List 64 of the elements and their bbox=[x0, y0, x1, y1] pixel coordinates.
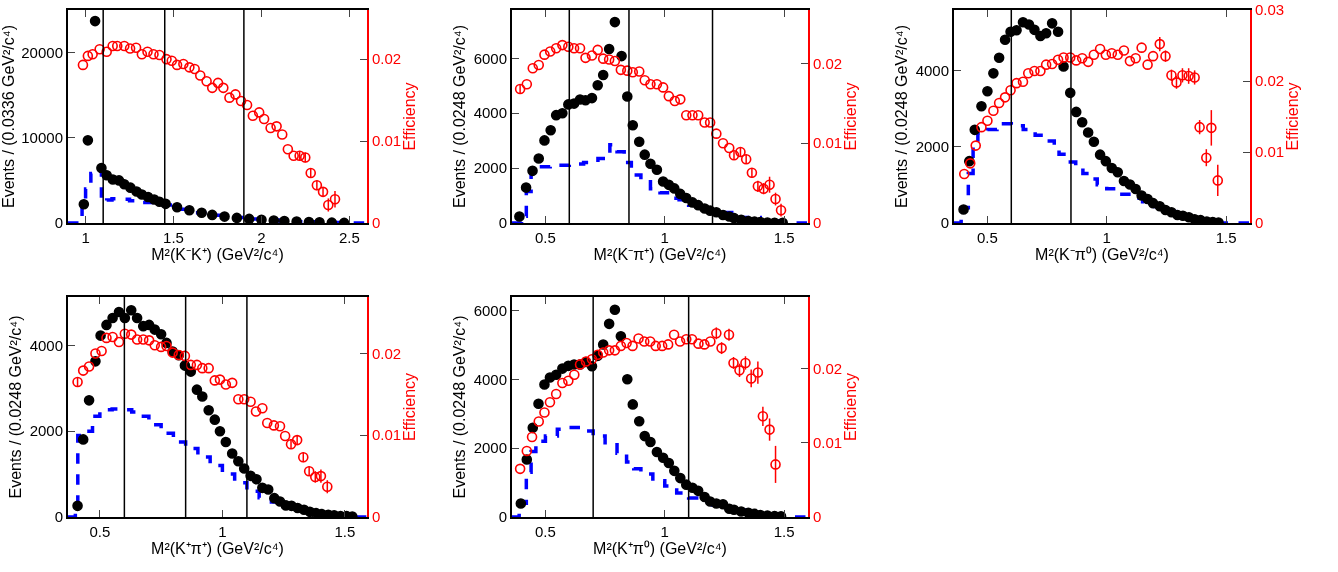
y-tick-label: 20000 bbox=[21, 43, 63, 61]
x-tick-label: 1 bbox=[660, 523, 669, 540]
y-tick-label: 6000 bbox=[473, 301, 507, 319]
x-tick-label: 1.5 bbox=[773, 229, 795, 246]
y2-tick-label: 0.01 bbox=[813, 134, 843, 152]
y2-axis-title: Efficiency bbox=[401, 82, 419, 151]
x-axis-title: M²(K⁺π⁰) (GeV²/c⁴) bbox=[593, 540, 727, 558]
y-tick-label: 2000 bbox=[29, 422, 63, 440]
y-tick-label: 2000 bbox=[473, 439, 507, 457]
y-tick-label: 2000 bbox=[473, 159, 507, 177]
y2-tick-label: 0 bbox=[372, 508, 381, 526]
y-tick-label: 2000 bbox=[915, 137, 949, 155]
y2-tick-label: 0 bbox=[372, 214, 381, 232]
x-tick-label: 2.5 bbox=[338, 229, 360, 246]
x-tick-label: 1 bbox=[81, 229, 90, 246]
x-tick-label: 0.5 bbox=[534, 229, 556, 246]
y2-tick-label: 0 bbox=[813, 508, 822, 526]
x-axis-title: M²(K⁺π⁺) (GeV²/c⁴) bbox=[151, 540, 284, 558]
y2-tick-label: 0.02 bbox=[372, 344, 402, 362]
x-tick-label: 1 bbox=[218, 523, 227, 540]
y-tick-label: 0 bbox=[940, 214, 949, 232]
y-axis-title: Events / (0.0248 GeV²/c⁴) bbox=[7, 315, 25, 499]
y2-axis-title: Efficiency bbox=[842, 82, 860, 151]
x-tick-label: 0.5 bbox=[976, 229, 998, 246]
y2-tick-label: 0.01 bbox=[1255, 143, 1285, 161]
y-axis-title: Events / (0.0336 GeV²/c⁴) bbox=[0, 25, 17, 208]
y2-axis-title: Efficiency bbox=[401, 372, 419, 442]
x-axis-title: M²(K⁻π⁰) (GeV²/c⁴) bbox=[1035, 246, 1169, 264]
x-tick-label: 1.5 bbox=[773, 523, 795, 540]
y-tick-label: 4000 bbox=[473, 104, 507, 122]
x-tick-label: 1 bbox=[1102, 229, 1111, 246]
y2-tick-label: 0.01 bbox=[813, 434, 843, 452]
y2-tick-label: 0 bbox=[1255, 214, 1264, 232]
y-tick-label: 10000 bbox=[21, 129, 63, 147]
x-tick-label: 1.5 bbox=[334, 523, 356, 540]
y2-axis-title: Efficiency bbox=[842, 372, 860, 442]
y-tick-label: 0 bbox=[498, 508, 507, 526]
y-tick-label: 4000 bbox=[915, 61, 949, 79]
y2-tick-label: 0.02 bbox=[1255, 72, 1285, 90]
y2-tick-label: 0.02 bbox=[372, 50, 402, 68]
x-axis-title: M²(K⁻K⁺) (GeV²/c⁴) bbox=[151, 246, 284, 264]
y2-tick-label: 0.01 bbox=[372, 426, 402, 444]
y-tick-label: 0 bbox=[498, 214, 507, 232]
y-axis-title: Events / (0.0248 GeV²/c⁴) bbox=[451, 25, 469, 208]
x-tick-label: 1 bbox=[660, 229, 669, 246]
y2-tick-label: 0.02 bbox=[813, 360, 843, 378]
x-tick-label: 0.5 bbox=[89, 523, 111, 540]
y-tick-label: 0 bbox=[54, 214, 63, 232]
y-tick-label: 4000 bbox=[473, 370, 507, 388]
y-axis-title: Events / (0.0248 GeV²/c⁴) bbox=[451, 315, 469, 499]
x-tick-label: 1.5 bbox=[163, 229, 184, 246]
y-tick-label: 4000 bbox=[29, 336, 63, 354]
y2-tick-label: 0.03 bbox=[1255, 1, 1285, 19]
y-tick-label: 6000 bbox=[473, 49, 507, 67]
y-tick-label: 0 bbox=[54, 508, 63, 526]
x-tick-label: 2 bbox=[257, 229, 266, 246]
y2-axis-title: Efficiency bbox=[1284, 82, 1302, 151]
x-tick-label: 1.5 bbox=[1215, 229, 1237, 246]
y2-tick-label: 0.01 bbox=[372, 132, 402, 150]
x-axis-title: M²(K⁻π⁺) (GeV²/c⁴) bbox=[593, 246, 727, 264]
y-axis-title: Events / (0.0248 GeV²/c⁴) bbox=[893, 25, 911, 208]
y2-tick-label: 0 bbox=[813, 214, 822, 232]
x-tick-label: 0.5 bbox=[534, 523, 556, 540]
y2-tick-label: 0.02 bbox=[813, 54, 843, 72]
